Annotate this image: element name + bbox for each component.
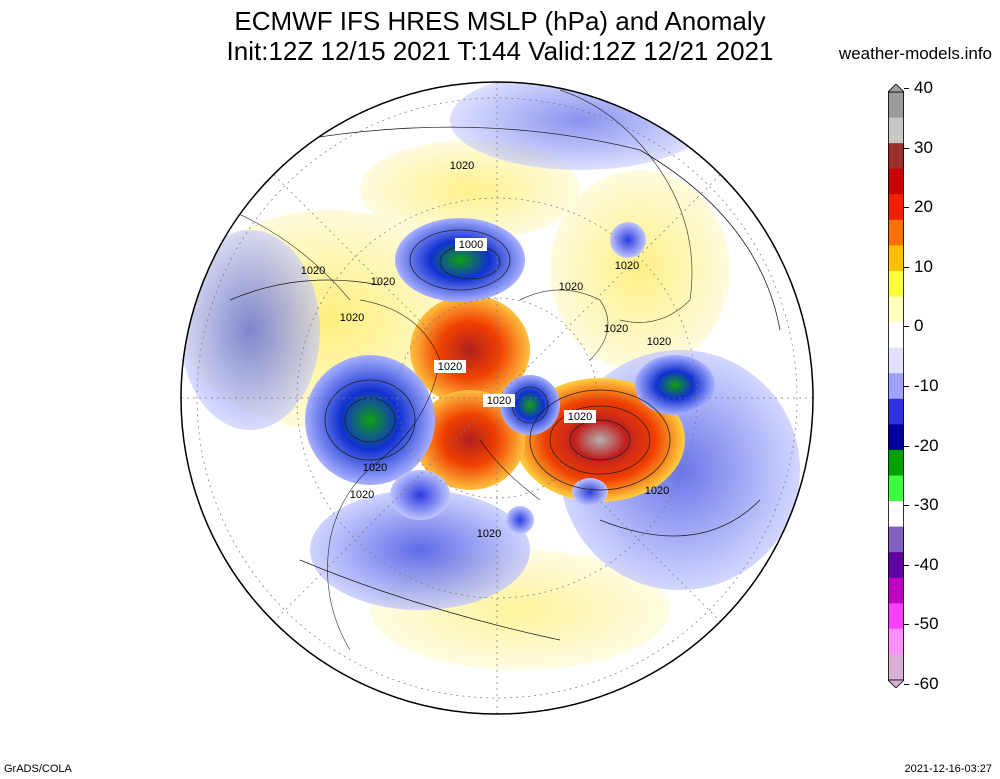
contour-label: 1020 — [350, 489, 374, 501]
colorbar-tick-mark — [904, 505, 909, 507]
contour-label: 1020 — [340, 312, 364, 324]
svg-text:1020: 1020 — [559, 281, 583, 293]
colorbar-tick-mark — [904, 266, 909, 268]
svg-text:1020: 1020 — [363, 462, 387, 474]
generation-timestamp: 2021-12-16-03:27 — [904, 763, 992, 775]
colorbar-tick-label: -40 — [914, 554, 939, 574]
colorbar-tick-label: -60 — [914, 674, 939, 693]
colorbar-tick-label: 40 — [914, 78, 933, 97]
colorbar-segment — [888, 526, 904, 553]
software-credit: GrADS/COLA — [4, 763, 72, 775]
chart-title-line1: ECMWF IFS HRES MSLP (hPa) and Anomaly — [234, 6, 766, 36]
contour-label: 1020 — [483, 394, 515, 407]
contour-label: 1020 — [371, 276, 395, 288]
colorbar-tick-mark — [904, 564, 909, 566]
colorbar-segment — [888, 603, 904, 630]
colorbar-segment — [888, 501, 904, 528]
globe-outline — [180, 81, 814, 715]
colorbar-segment — [888, 577, 904, 604]
svg-text:1020: 1020 — [477, 528, 501, 540]
colorbar-segment — [888, 373, 904, 400]
svg-text:1020: 1020 — [371, 276, 395, 288]
contour-label: 1020 — [477, 528, 501, 540]
svg-text:1020: 1020 — [340, 312, 364, 324]
colorbar-tick-label: 20 — [914, 197, 933, 217]
colorbar-segment — [888, 296, 904, 323]
contour-labels: 1020 1000 1020 1020 1020 1020 1020 1020 … — [301, 160, 671, 551]
svg-text:1020: 1020 — [568, 411, 592, 423]
contour-label: 1020 — [450, 160, 474, 172]
colorbar-segment — [888, 143, 904, 170]
colorbar-tick-mark — [904, 684, 909, 685]
colorbar-segment — [888, 194, 904, 221]
anomaly-field — [181, 82, 813, 714]
svg-text:1020: 1020 — [604, 323, 628, 335]
contour-label: 1020 — [434, 360, 466, 373]
colorbar-tick-mark — [904, 624, 909, 626]
source-site-label: weather-models.info — [838, 44, 992, 63]
colorbar-segment — [888, 168, 904, 195]
colorbar-tick-label: 0 — [914, 316, 924, 336]
contour-label: 1020 — [647, 336, 671, 348]
contour-label: 1020 — [559, 281, 583, 293]
colorbar-segment — [888, 449, 904, 476]
colorbar-tick-mark — [904, 88, 909, 89]
colorbar-tick-label: 10 — [914, 256, 933, 276]
colorbar-segment — [888, 398, 904, 425]
contour-label: 1000 — [455, 238, 487, 251]
colorbar-segment — [888, 322, 904, 349]
colorbar-tick-label: -50 — [914, 614, 939, 634]
colorbar-tick-label: -30 — [914, 495, 939, 515]
svg-text:1020: 1020 — [450, 160, 474, 172]
colorbar-segment — [888, 219, 904, 246]
colorbar-segment — [888, 475, 904, 502]
colorbar-segment — [888, 347, 904, 374]
contour-label: 1020 — [363, 462, 387, 474]
svg-text:1000: 1000 — [459, 239, 483, 251]
colorbar-segment — [888, 552, 904, 579]
svg-text:1020: 1020 — [487, 395, 511, 407]
contour-label: 1020 — [301, 265, 325, 277]
colorbar-tick-label: -20 — [914, 435, 939, 455]
contour-label: 1020 — [645, 485, 669, 497]
svg-text:1020: 1020 — [645, 485, 669, 497]
svg-text:1020: 1020 — [615, 260, 639, 272]
svg-text:1020: 1020 — [647, 336, 671, 348]
colorbar-tick-mark — [904, 445, 909, 447]
colorbar-segment — [888, 92, 904, 119]
colorbar-segment — [888, 628, 904, 655]
contour-label: 1020 — [604, 323, 628, 335]
contour-label: 1020 — [564, 410, 596, 423]
colorbar-tick-label: 30 — [914, 137, 933, 157]
svg-text:1020: 1020 — [438, 361, 462, 373]
colorbar-tick-label: -10 — [914, 376, 939, 395]
contour-label: 1020 — [615, 260, 639, 272]
colorbar-segment — [888, 654, 904, 681]
svg-text:1020: 1020 — [350, 489, 374, 501]
colorbar — [888, 84, 904, 688]
colorbar-segment — [888, 270, 904, 298]
colorbar-segment — [888, 245, 904, 272]
contour-label: 1020 — [458, 539, 482, 551]
colorbar-tick-mark — [904, 207, 909, 209]
colorbar-segment — [888, 117, 904, 144]
colorbar-tick-mark — [904, 326, 909, 328]
svg-text:1020: 1020 — [301, 265, 325, 277]
chart-title-line2: Init:12Z 12/15 2021 T:144 Valid:12Z 12/2… — [226, 36, 774, 66]
colorbar-segment — [888, 424, 904, 451]
colorbar-tick-mark — [904, 147, 909, 149]
colorbar-tick-mark — [904, 386, 909, 387]
